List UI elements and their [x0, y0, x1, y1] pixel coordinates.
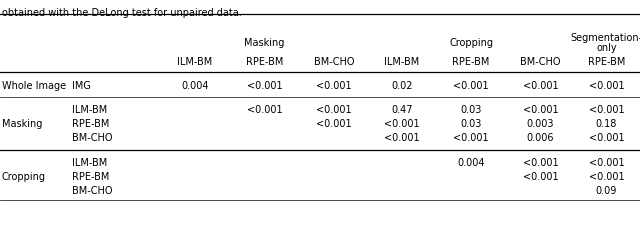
Text: 0.03: 0.03	[460, 105, 482, 115]
Text: <0.001: <0.001	[247, 105, 283, 115]
Text: <0.001: <0.001	[589, 133, 624, 143]
Text: <0.001: <0.001	[523, 172, 558, 182]
Text: IMG: IMG	[72, 81, 91, 91]
Text: <0.001: <0.001	[384, 119, 420, 129]
Text: Whole Image: Whole Image	[2, 81, 66, 91]
Text: Segmentation-: Segmentation-	[570, 33, 640, 43]
Text: <0.001: <0.001	[316, 119, 352, 129]
Text: 0.004: 0.004	[457, 158, 484, 168]
Text: <0.001: <0.001	[589, 158, 624, 168]
Text: RPE-BM: RPE-BM	[72, 172, 109, 182]
Text: <0.001: <0.001	[589, 105, 624, 115]
Text: ILM-BM: ILM-BM	[385, 57, 420, 67]
Text: 0.18: 0.18	[596, 119, 617, 129]
Text: 0.003: 0.003	[527, 119, 554, 129]
Text: ILM-BM: ILM-BM	[177, 57, 212, 67]
Text: BM-CHO: BM-CHO	[72, 186, 113, 196]
Text: 0.47: 0.47	[391, 105, 413, 115]
Text: Cropping: Cropping	[2, 172, 46, 182]
Text: only: only	[596, 43, 617, 53]
Text: <0.001: <0.001	[316, 105, 352, 115]
Text: 0.004: 0.004	[181, 81, 209, 91]
Text: obtained with the DeLong test for unpaired data.: obtained with the DeLong test for unpair…	[2, 8, 242, 18]
Text: RPE-BM: RPE-BM	[72, 119, 109, 129]
Text: RPE-BM: RPE-BM	[452, 57, 490, 67]
Text: <0.001: <0.001	[384, 133, 420, 143]
Text: <0.001: <0.001	[453, 81, 489, 91]
Text: BM-CHO: BM-CHO	[520, 57, 561, 67]
Text: Masking: Masking	[244, 38, 284, 48]
Text: RPE-BM: RPE-BM	[588, 57, 625, 67]
Text: 0.03: 0.03	[460, 119, 482, 129]
Text: ILM-BM: ILM-BM	[72, 158, 108, 168]
Text: 0.006: 0.006	[527, 133, 554, 143]
Text: <0.001: <0.001	[523, 105, 558, 115]
Text: BM-CHO: BM-CHO	[314, 57, 355, 67]
Text: <0.001: <0.001	[316, 81, 352, 91]
Text: <0.001: <0.001	[589, 172, 624, 182]
Text: <0.001: <0.001	[589, 81, 624, 91]
Text: 0.09: 0.09	[596, 186, 617, 196]
Text: <0.001: <0.001	[453, 133, 489, 143]
Text: Masking: Masking	[2, 119, 42, 129]
Text: BM-CHO: BM-CHO	[72, 133, 113, 143]
Text: 0.02: 0.02	[391, 81, 413, 91]
Text: <0.001: <0.001	[247, 81, 283, 91]
Text: <0.001: <0.001	[523, 81, 558, 91]
Text: <0.001: <0.001	[523, 158, 558, 168]
Text: Cropping: Cropping	[449, 38, 493, 48]
Text: ILM-BM: ILM-BM	[72, 105, 108, 115]
Text: RPE-BM: RPE-BM	[246, 57, 284, 67]
